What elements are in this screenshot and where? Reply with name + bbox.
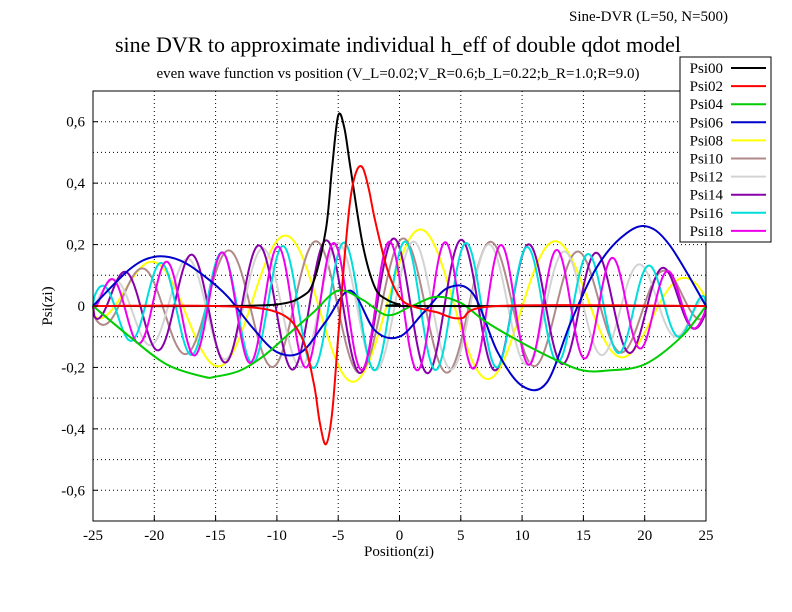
legend-label: Psi14 bbox=[690, 188, 724, 204]
legend-label: Psi02 bbox=[690, 79, 723, 95]
x-tick-label: -15 bbox=[206, 528, 226, 544]
legend-label: Psi06 bbox=[690, 115, 724, 131]
x-tick-label: 5 bbox=[457, 528, 465, 544]
legend: Psi00 Psi02 Psi04 Psi06 Psi08 Psi10 Psi12 Psi14… bbox=[679, 56, 772, 243]
legend-box bbox=[679, 56, 772, 243]
legend-label: Psi08 bbox=[690, 133, 723, 149]
series-line-psi04 bbox=[92, 289, 707, 379]
y-tick-label: -0,2 bbox=[61, 360, 85, 376]
series-line-psi10 bbox=[92, 237, 707, 374]
legend-label: Psi00 bbox=[690, 61, 723, 77]
x-tick-label: -10 bbox=[267, 528, 287, 544]
x-tick-label: -20 bbox=[144, 528, 164, 544]
x-tick-label: 0 bbox=[396, 528, 404, 544]
x-tick-label: -5 bbox=[332, 528, 345, 544]
x-axis-label: Position(zi) bbox=[364, 544, 434, 560]
y-tick-label: -0,4 bbox=[61, 422, 85, 438]
corner-label: Sine-DVR (L=50, N=500) bbox=[569, 9, 728, 25]
series-line-psi02 bbox=[92, 165, 707, 446]
x-tick-label: 20 bbox=[637, 528, 652, 544]
chart-title: sine DVR to approximate individual h_eff… bbox=[115, 32, 681, 57]
x-tick-label: 25 bbox=[699, 528, 714, 544]
y-axis-ticks: -0,6 -0,4 -0,2 0 0,2 0,4 0,6 bbox=[61, 115, 98, 499]
x-tick-label: -25 bbox=[83, 528, 103, 544]
series-line-psi18 bbox=[92, 240, 707, 372]
legend-label: Psi18 bbox=[690, 224, 723, 240]
y-axis-label: Psi(zi) bbox=[40, 286, 56, 325]
y-tick-label: 0,2 bbox=[66, 238, 85, 254]
y-tick-label: 0,4 bbox=[66, 176, 85, 192]
x-tick-label: 15 bbox=[576, 528, 591, 544]
y-tick-label: 0,6 bbox=[66, 115, 85, 131]
series-lines bbox=[92, 112, 707, 446]
y-tick-label: -0,6 bbox=[61, 483, 85, 499]
series-line-psi08 bbox=[92, 228, 707, 383]
series-line-psi06 bbox=[92, 225, 707, 392]
y-tick-label: 0 bbox=[78, 299, 86, 315]
legend-label: Psi04 bbox=[690, 97, 724, 113]
series-line-psi14 bbox=[92, 237, 707, 375]
legend-label: Psi10 bbox=[690, 152, 723, 168]
legend-label: Psi16 bbox=[690, 206, 724, 222]
x-tick-label: 10 bbox=[515, 528, 530, 544]
chart-subtitle: even wave function vs position (V_L=0.02… bbox=[156, 66, 639, 82]
legend-label: Psi12 bbox=[690, 170, 723, 186]
series-line-psi00 bbox=[92, 112, 707, 308]
x-axis-ticks: -25 -20 -15 -10 -5 0 5 10 15 20 25 bbox=[83, 516, 714, 544]
